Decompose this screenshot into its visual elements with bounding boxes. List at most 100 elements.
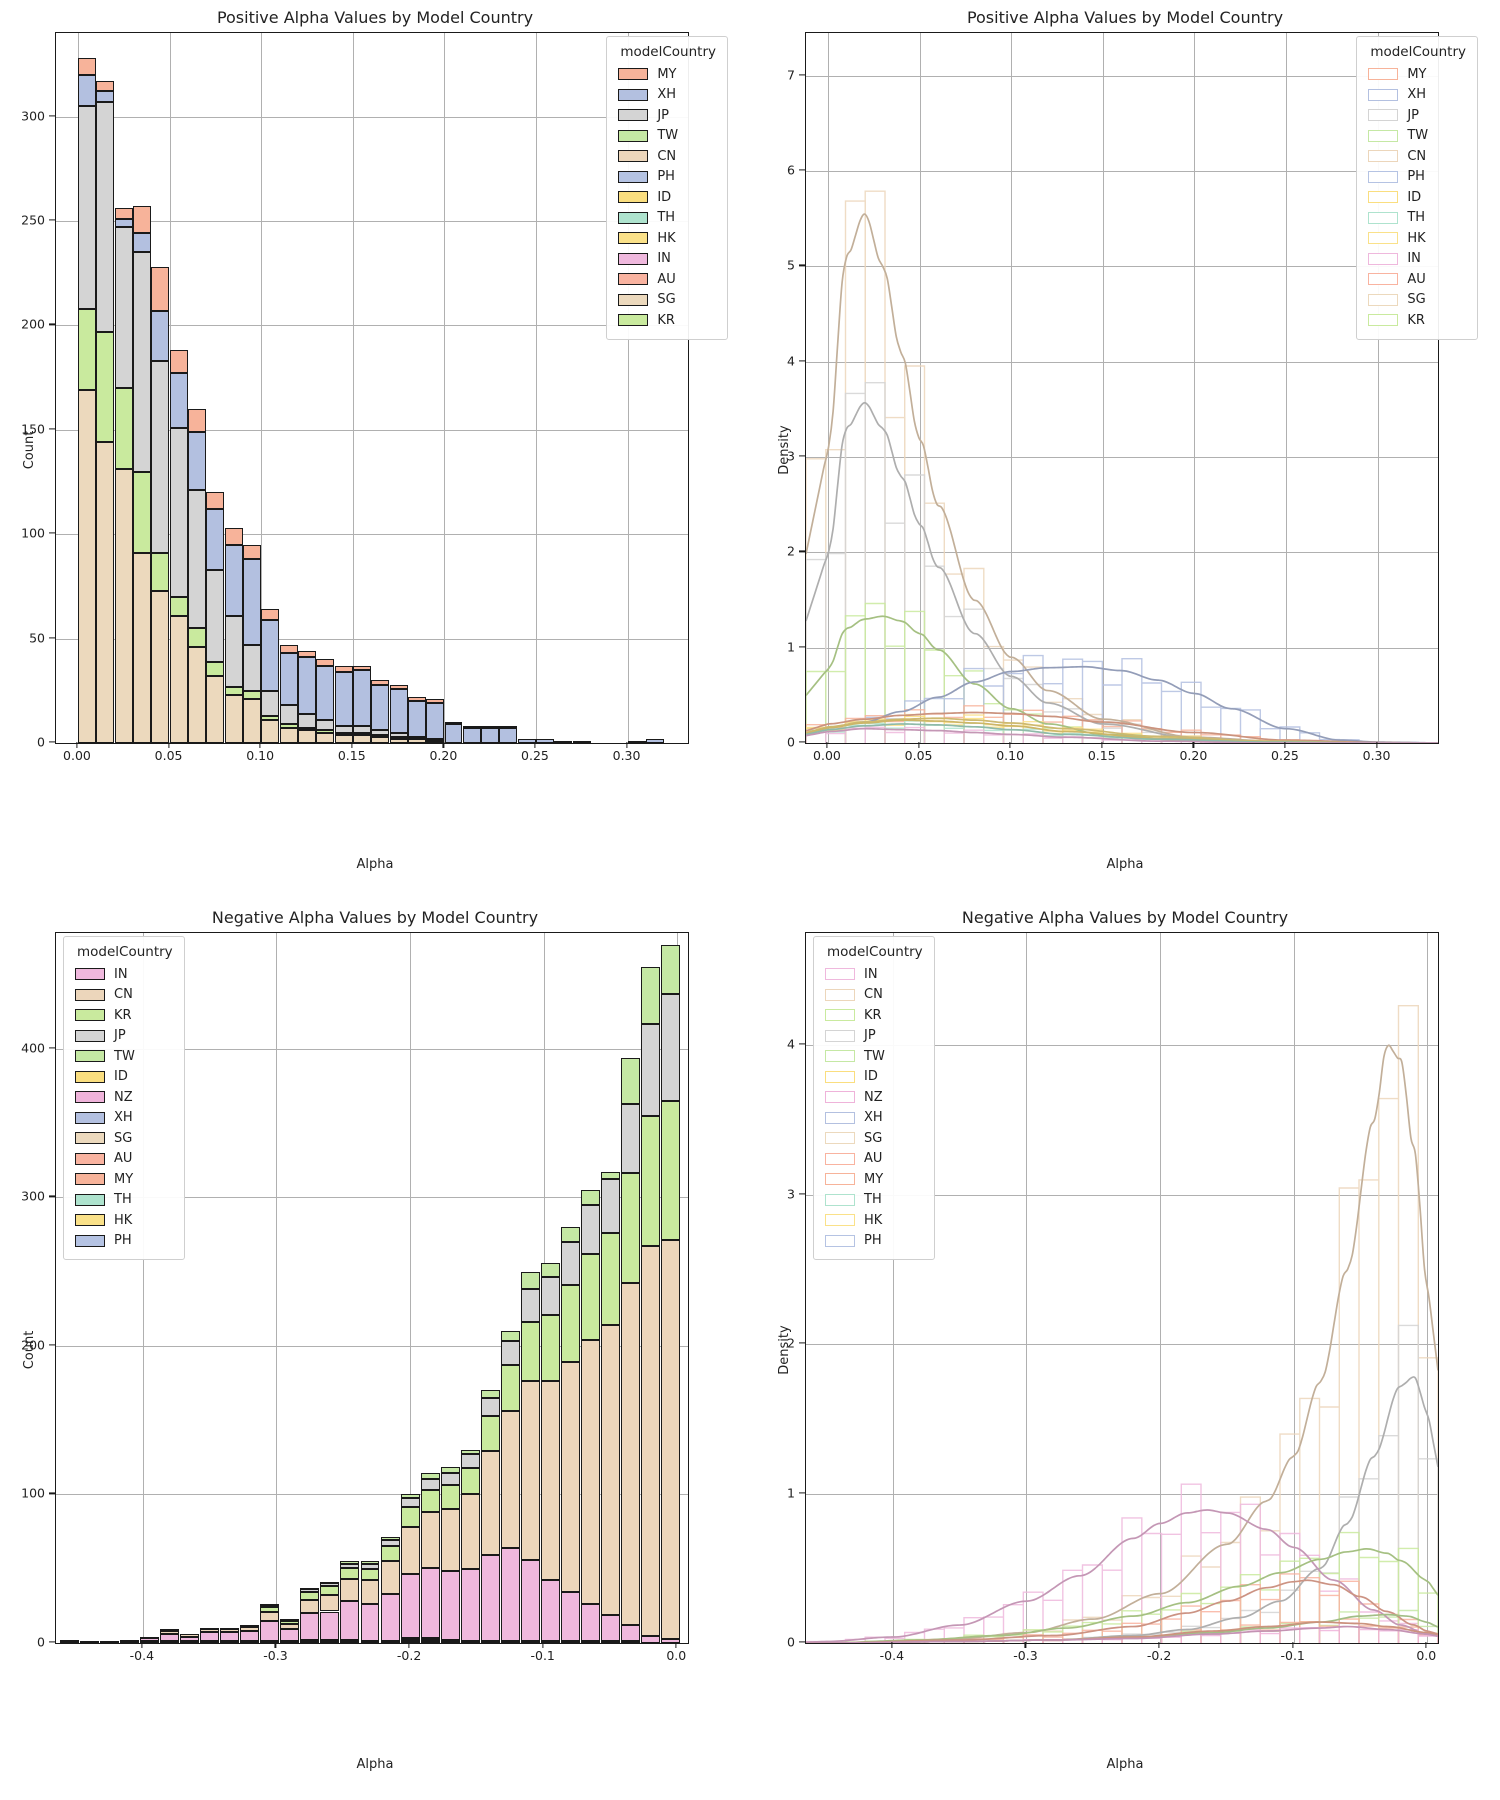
legend-item-label: AU [1407, 271, 1426, 287]
legend-item-xh[interactable]: XH [825, 1108, 923, 1129]
legend-item-xh[interactable]: XH [75, 1108, 173, 1129]
x-tick-label: 0.15 [1087, 748, 1116, 763]
legend-item-id[interactable]: ID [825, 1067, 923, 1088]
legend-item-my[interactable]: MY [1368, 64, 1466, 85]
y-tick-label: 300 [21, 1188, 45, 1204]
legend-item-th[interactable]: TH [75, 1190, 173, 1211]
legend-item-sg[interactable]: SG [618, 290, 716, 311]
legend-item-jp[interactable]: JP [825, 1026, 923, 1047]
legend-item-ph[interactable]: PH [75, 1231, 173, 1252]
legend-item-in[interactable]: IN [618, 249, 716, 270]
legend-swatch-jp [75, 1029, 105, 1042]
bar-segment-kr [279, 724, 298, 729]
legend-item-tw[interactable]: TW [1368, 126, 1466, 147]
legend-item-cn[interactable]: CN [618, 146, 716, 167]
panel-title: Negative Alpha Values by Model Country [961, 908, 1289, 927]
legend-item-jp[interactable]: JP [75, 1026, 173, 1047]
legend-item-label: CN [864, 987, 883, 1003]
legend-item-hk[interactable]: HK [75, 1210, 173, 1231]
legend-item-jp[interactable]: JP [618, 105, 716, 126]
legend-swatch-au [618, 273, 649, 286]
bar-segment-jp [389, 732, 408, 737]
legend-swatch-in [1368, 252, 1399, 265]
y-tick-mark [799, 1192, 805, 1195]
legend-item-in[interactable]: IN [1368, 249, 1466, 270]
legend-item-hk[interactable]: HK [1368, 228, 1466, 249]
legend-item-in[interactable]: IN [75, 964, 173, 985]
legend-item-id[interactable]: ID [75, 1067, 173, 1088]
bar-segment-jp [540, 1277, 560, 1315]
bar-segment-my [169, 350, 188, 374]
bar-segment-sg [114, 469, 133, 743]
legend-item-nz[interactable]: NZ [75, 1087, 173, 1108]
legend-item-id[interactable]: ID [1368, 187, 1466, 208]
y-tick-mark [49, 741, 55, 743]
legend-item-hk[interactable]: HK [825, 1210, 923, 1231]
bar-segment-kr [380, 1546, 400, 1562]
legend-item-kr[interactable]: KR [825, 1005, 923, 1026]
legend-item-th[interactable]: TH [618, 208, 716, 229]
bar-segment-my [261, 609, 280, 620]
gridline-horizontal [806, 647, 1438, 649]
legend-item-label: KR [1407, 312, 1425, 328]
legend-item-jp[interactable]: JP [1368, 105, 1466, 126]
legend-item-in[interactable]: IN [825, 964, 923, 985]
x-tick-label: -0.1 [1280, 1648, 1305, 1663]
legend-item-kr[interactable]: KR [618, 310, 716, 331]
bar-segment-in [580, 1604, 600, 1642]
bar-segment [420, 1638, 440, 1641]
bar-segment [520, 1642, 540, 1643]
legend-item-tw[interactable]: TW [825, 1046, 923, 1067]
bar-segment-my [243, 544, 261, 560]
legend-item-id[interactable]: ID [618, 187, 716, 208]
bar-segment-in [480, 1555, 500, 1642]
legend-item-au[interactable]: AU [825, 1149, 923, 1170]
legend-item-au[interactable]: AU [618, 269, 716, 290]
bar-segment-in [280, 1629, 300, 1642]
legend-item-au[interactable]: AU [1368, 269, 1466, 290]
legend-item-tw[interactable]: TW [75, 1046, 173, 1067]
legend-item-nz[interactable]: NZ [825, 1087, 923, 1108]
legend-item-my[interactable]: MY [618, 64, 716, 85]
legend-item-cn[interactable]: CN [1368, 146, 1466, 167]
legend-item-label: IN [657, 251, 671, 267]
gridline-vertical [142, 933, 144, 1643]
legend-item-ph[interactable]: PH [825, 1231, 923, 1252]
legend-item-my[interactable]: MY [75, 1169, 173, 1190]
bar-segment-sg [279, 728, 298, 743]
legend-item-th[interactable]: TH [825, 1190, 923, 1211]
legend-item-ph[interactable]: PH [1368, 167, 1466, 188]
legend-item-kr[interactable]: KR [1368, 310, 1466, 331]
bar-segment [540, 1641, 560, 1643]
legend-item-hk[interactable]: HK [618, 228, 716, 249]
legend-item-kr[interactable]: KR [75, 1005, 173, 1026]
bar-segment-jp [641, 1023, 661, 1116]
bar-segment-cn [601, 1324, 620, 1615]
bar-segment [280, 1642, 300, 1643]
legend-item-sg[interactable]: SG [75, 1128, 173, 1149]
legend-item-tw[interactable]: TW [618, 126, 716, 147]
legend-item-sg[interactable]: SG [1368, 290, 1466, 311]
legend-item-cn[interactable]: CN [75, 985, 173, 1006]
legend-swatch-id [75, 1070, 105, 1083]
legend-item-cn[interactable]: CN [825, 985, 923, 1006]
bar-segment [200, 1641, 220, 1643]
legend-item-my[interactable]: MY [825, 1169, 923, 1190]
legend-item-th[interactable]: TH [1368, 208, 1466, 229]
x-tick-label: 0.20 [429, 748, 458, 763]
legend-swatch-in [825, 968, 855, 981]
panel-negative-count: Negative Alpha Values by Model Country C… [0, 900, 750, 1800]
bar-segment [200, 1642, 220, 1643]
legend-item-xh[interactable]: XH [1368, 85, 1466, 106]
y-tick-label: 4 [787, 1036, 795, 1052]
x-axis-label: Alpha [1106, 857, 1144, 872]
y-tick-label: 7 [787, 67, 795, 83]
legend-item-sg[interactable]: SG [825, 1128, 923, 1149]
bar-segment-sg [316, 732, 335, 743]
y-tick-label: 200 [21, 1337, 45, 1353]
bar-segment-kr [520, 1322, 540, 1382]
legend-item-ph[interactable]: PH [618, 167, 716, 188]
bar-segment [79, 1642, 99, 1643]
legend-item-xh[interactable]: XH [618, 85, 716, 106]
legend-item-au[interactable]: AU [75, 1149, 173, 1170]
